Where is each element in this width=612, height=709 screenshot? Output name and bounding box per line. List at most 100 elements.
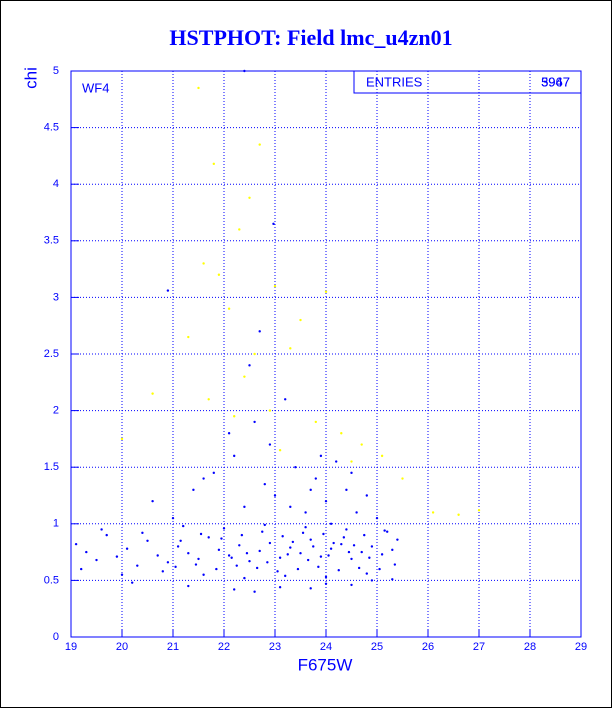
point xyxy=(199,532,203,536)
point xyxy=(131,581,134,584)
x-tick-label: 22 xyxy=(218,641,230,653)
y-tick-label: 0.5 xyxy=(44,574,59,586)
point xyxy=(174,565,177,569)
y-tick-label: 1.5 xyxy=(44,461,59,473)
point xyxy=(120,437,124,441)
point xyxy=(243,375,246,378)
point xyxy=(281,535,284,538)
x-tick-label: 20 xyxy=(116,641,128,653)
point xyxy=(299,552,302,555)
point xyxy=(309,538,312,541)
point xyxy=(289,347,292,350)
point xyxy=(85,550,88,554)
point xyxy=(306,558,310,562)
point xyxy=(227,554,231,557)
point xyxy=(284,574,287,578)
y-tick-label: 4.5 xyxy=(44,122,59,134)
point xyxy=(258,330,261,333)
point xyxy=(319,454,323,458)
point xyxy=(248,364,251,367)
x-tick-label: 25 xyxy=(371,641,383,653)
y-tick-label: 3.5 xyxy=(44,235,59,247)
point xyxy=(345,488,348,492)
point xyxy=(233,415,236,418)
point xyxy=(278,449,282,452)
point xyxy=(179,539,182,542)
point xyxy=(248,196,251,199)
point xyxy=(370,545,374,548)
point xyxy=(253,352,256,356)
point xyxy=(268,409,272,412)
point xyxy=(115,555,119,558)
point xyxy=(304,511,307,514)
point xyxy=(296,567,300,571)
point xyxy=(156,554,159,557)
point xyxy=(273,494,277,497)
point xyxy=(289,546,292,549)
point xyxy=(235,564,238,567)
x-tick-label: 27 xyxy=(473,641,485,653)
point xyxy=(176,545,180,548)
point xyxy=(383,529,386,532)
x-tick-label: 19 xyxy=(65,641,77,653)
point xyxy=(314,477,317,480)
point xyxy=(312,545,315,548)
point xyxy=(431,511,435,514)
point xyxy=(317,565,320,569)
point xyxy=(329,547,333,550)
stats-value: 5947 xyxy=(541,74,570,89)
point xyxy=(243,576,246,580)
point xyxy=(207,398,210,401)
stats-value: 3967 xyxy=(541,74,570,89)
point xyxy=(187,335,190,339)
point xyxy=(141,531,144,535)
chart-title: HSTPHOT: Field lmc_u4zn01 xyxy=(169,25,452,50)
point xyxy=(363,533,366,537)
point xyxy=(268,541,272,545)
point xyxy=(266,561,269,564)
point xyxy=(324,575,328,579)
point xyxy=(477,509,481,512)
point xyxy=(217,548,221,552)
point xyxy=(337,569,340,572)
point xyxy=(253,420,256,424)
y-tick-label: 5 xyxy=(53,65,59,77)
point xyxy=(146,539,149,542)
point xyxy=(233,454,236,458)
y-tick-label: 2 xyxy=(53,405,59,417)
point xyxy=(309,587,312,590)
point xyxy=(253,590,256,593)
point xyxy=(197,86,200,90)
point xyxy=(380,553,384,556)
point xyxy=(207,536,210,539)
point xyxy=(263,482,266,486)
point xyxy=(365,572,368,575)
x-tick-label: 26 xyxy=(422,641,434,653)
point xyxy=(278,585,282,589)
point xyxy=(322,532,325,536)
point xyxy=(324,582,328,585)
point xyxy=(396,538,399,541)
point xyxy=(401,477,404,480)
point xyxy=(243,505,246,509)
y-tick-label: 4 xyxy=(53,178,59,190)
point xyxy=(187,584,190,588)
y-tick-label: 3 xyxy=(53,291,59,303)
point xyxy=(212,162,215,166)
point xyxy=(273,284,277,288)
point xyxy=(120,573,124,576)
point xyxy=(391,548,394,552)
point xyxy=(375,516,379,520)
point xyxy=(457,513,460,516)
point xyxy=(202,573,205,576)
stats-label: ENTRIES xyxy=(366,74,423,89)
point xyxy=(332,541,335,545)
point xyxy=(329,522,333,525)
point xyxy=(105,533,108,537)
plot-frame xyxy=(70,70,582,638)
y-tick-label: 1 xyxy=(53,518,59,530)
point xyxy=(391,578,394,581)
point xyxy=(386,530,389,533)
